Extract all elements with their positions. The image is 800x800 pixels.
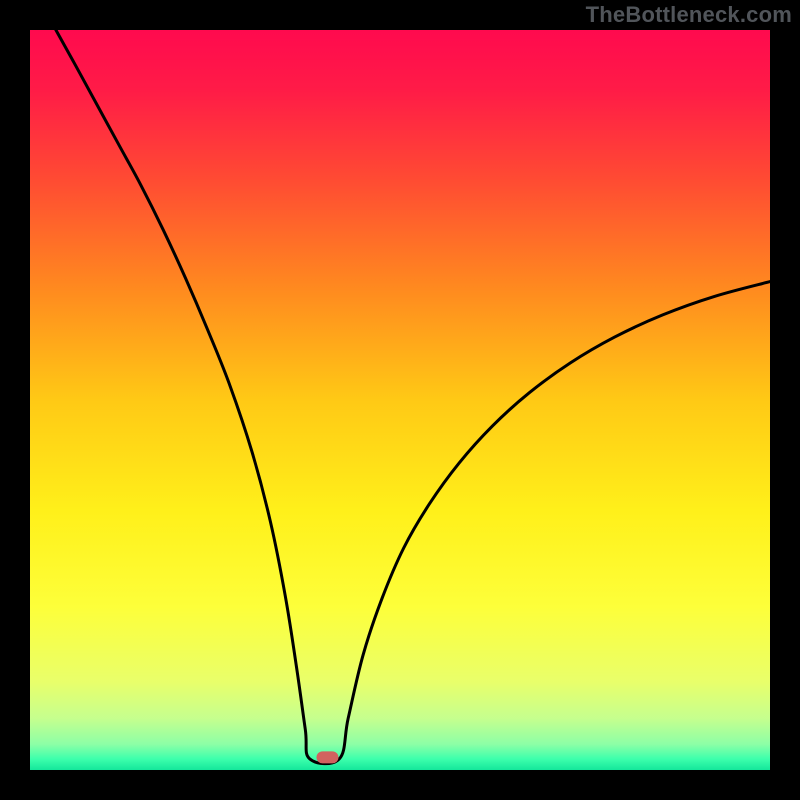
figure-svg: [0, 0, 800, 800]
optimal-marker: [316, 751, 338, 763]
watermark-text: TheBottleneck.com: [586, 2, 792, 28]
stage: TheBottleneck.com: [0, 0, 800, 800]
plot-area: [30, 30, 770, 770]
